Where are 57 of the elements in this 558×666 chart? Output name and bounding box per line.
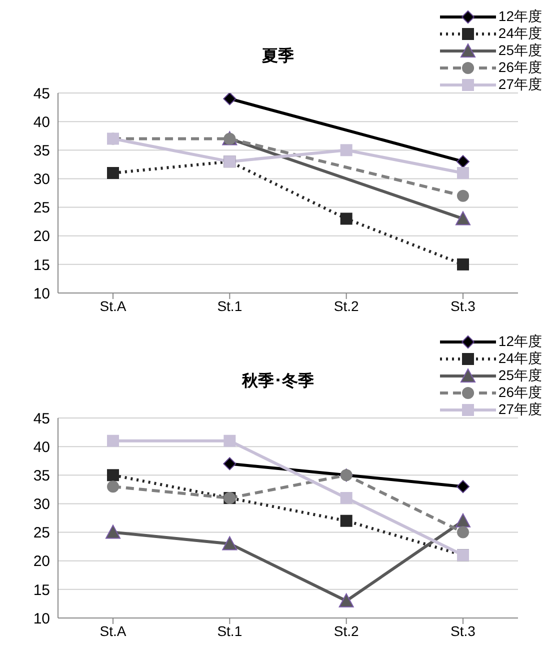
x-tick-label: St.2	[334, 622, 359, 639]
point	[456, 480, 470, 494]
legend-label: 24年度	[498, 25, 542, 42]
point	[338, 593, 354, 608]
y-tick-label: 15	[33, 256, 50, 274]
legend-label: 27年度	[498, 401, 542, 418]
legend-label: 27年度	[498, 76, 542, 93]
point	[340, 144, 352, 156]
y-tick-label: 35	[33, 467, 50, 484]
point	[456, 513, 470, 528]
x-tick-label: St.3	[450, 622, 476, 639]
point	[107, 480, 119, 493]
y-tick-label: 30	[33, 171, 50, 188]
y-tick-label: 30	[33, 496, 50, 514]
point	[222, 536, 238, 550]
point	[340, 492, 352, 504]
point	[107, 167, 119, 179]
y-tick-label: 35	[33, 142, 50, 160]
x-tick-label: St.3	[450, 298, 476, 314]
legend-label: 12年度	[498, 333, 542, 350]
legend-label: 25年度	[498, 42, 542, 59]
y-tick-label: 15	[33, 582, 50, 599]
x-tick-label: St.2	[334, 298, 359, 314]
point	[457, 526, 469, 538]
point	[456, 155, 470, 168]
chart-title: 秋季･冬季	[242, 373, 314, 390]
legend-label: 26年度	[498, 384, 542, 401]
y-tick-label: 20	[33, 553, 50, 570]
point	[223, 93, 236, 106]
point	[107, 469, 119, 482]
point	[223, 457, 236, 470]
point	[224, 434, 236, 447]
point	[457, 190, 469, 202]
y-tick-label: 45	[33, 410, 50, 428]
y-tick-label: 20	[33, 228, 50, 246]
x-tick-label: St.1	[217, 298, 242, 314]
point	[107, 434, 119, 447]
point	[340, 514, 352, 527]
x-tick-label: St.A	[100, 298, 127, 314]
y-tick-label: 25	[33, 200, 50, 217]
chart-title: 夏季	[262, 48, 294, 65]
legend-label: 25年度	[498, 367, 542, 384]
legend-label: 26年度	[498, 59, 542, 76]
y-tick-label: 10	[33, 610, 50, 628]
y-tick-label: 40	[33, 438, 50, 456]
x-tick-label: St.1	[217, 622, 242, 639]
y-tick-label: 10	[33, 285, 50, 302]
point	[340, 212, 352, 225]
point	[106, 524, 120, 539]
legend-label: 24年度	[498, 350, 542, 367]
y-tick-label: 45	[33, 85, 50, 102]
y-tick-label: 40	[33, 114, 50, 131]
x-tick-label: St.A	[100, 622, 127, 639]
point	[457, 167, 469, 179]
point	[457, 258, 469, 270]
y-tick-label: 25	[33, 524, 50, 542]
legend-label: 12年度	[498, 8, 542, 25]
